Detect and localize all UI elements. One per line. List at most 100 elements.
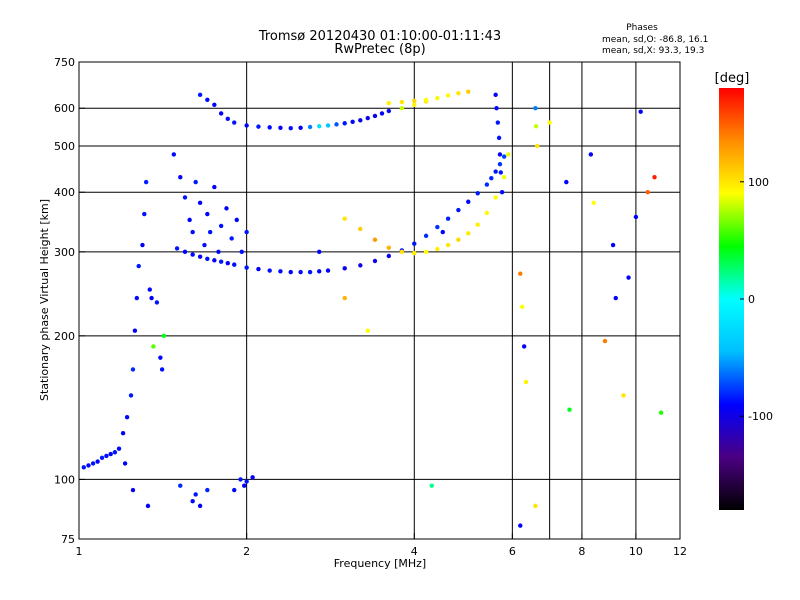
- data-point: [342, 216, 347, 221]
- x-axis-ticks: 1 2 4 6 8 10 12: [76, 533, 687, 558]
- data-point: [278, 269, 283, 274]
- data-point: [205, 256, 210, 262]
- y-tick-label: 750: [54, 56, 75, 69]
- data-point: [533, 124, 539, 129]
- data-point: [489, 176, 494, 181]
- colorbar-tick-label: 100: [748, 176, 769, 189]
- x-tick-label: 8: [578, 545, 585, 558]
- data-point: [128, 393, 134, 398]
- data-point: [225, 260, 230, 266]
- data-point: [523, 379, 529, 385]
- data-point: [493, 92, 498, 98]
- data-point: [116, 446, 122, 451]
- data-point: [567, 407, 572, 412]
- data-point: [317, 124, 322, 129]
- y-tick-label: 200: [54, 330, 75, 343]
- x-tick-label: 12: [673, 545, 687, 558]
- data-point: [350, 119, 355, 124]
- data-point: [238, 477, 243, 482]
- data-point: [134, 295, 140, 301]
- y-tick-label: 600: [54, 102, 75, 115]
- data-point: [386, 108, 392, 114]
- data-point: [81, 465, 86, 470]
- data-point: [342, 266, 347, 271]
- data-point: [445, 242, 451, 248]
- data-point: [120, 430, 126, 436]
- data-point: [372, 237, 378, 242]
- data-point: [435, 246, 440, 252]
- y-tick-label: 500: [54, 140, 75, 153]
- data-point: [205, 487, 210, 493]
- data-point: [182, 195, 188, 200]
- data-point: [342, 121, 347, 126]
- data-point: [122, 461, 128, 466]
- data-point: [498, 170, 503, 175]
- data-point: [591, 200, 596, 206]
- data-point: [412, 241, 417, 246]
- data-point: [197, 503, 203, 509]
- data-point: [288, 125, 293, 131]
- data-point: [493, 169, 498, 174]
- y-tick-label: 75: [61, 533, 75, 546]
- data-points: [81, 89, 664, 528]
- data-point: [104, 453, 109, 459]
- data-point: [182, 249, 188, 255]
- data-point: [626, 275, 631, 280]
- data-point: [216, 249, 221, 255]
- data-point: [178, 175, 183, 180]
- data-point: [399, 249, 405, 255]
- data-point: [197, 92, 203, 98]
- data-point: [229, 236, 234, 241]
- data-point: [267, 268, 272, 273]
- data-point: [95, 459, 100, 464]
- data-point: [399, 99, 405, 105]
- y-axis-ticks: 75 100 200 300 400 500 600 750: [54, 56, 85, 546]
- data-point: [372, 113, 378, 119]
- data-point: [484, 182, 490, 187]
- data-point: [112, 450, 118, 455]
- data-point: [466, 231, 471, 236]
- data-point: [412, 251, 417, 256]
- data-point: [423, 249, 429, 255]
- data-point: [140, 242, 145, 248]
- data-point: [298, 269, 303, 275]
- data-point: [494, 106, 499, 111]
- x-axis-label: Frequency [MHz]: [334, 557, 426, 570]
- data-point: [501, 154, 507, 159]
- data-point: [564, 179, 569, 185]
- data-point: [484, 210, 490, 216]
- phase-stats-x: mean, sd,X: 93.3, 19.3: [602, 46, 704, 56]
- colorbar: [719, 88, 744, 510]
- y-tick-label: 400: [54, 186, 75, 199]
- data-point: [232, 120, 237, 125]
- data-point: [190, 229, 195, 235]
- data-point: [99, 455, 105, 460]
- x-tick-label: 1: [76, 545, 83, 558]
- data-point: [399, 106, 405, 111]
- data-point: [218, 223, 224, 229]
- data-point: [307, 124, 313, 130]
- data-point: [193, 492, 198, 497]
- data-point: [475, 222, 480, 227]
- data-point: [386, 253, 392, 259]
- data-point: [495, 120, 501, 125]
- data-point: [365, 328, 370, 333]
- data-point: [456, 207, 461, 213]
- data-point: [145, 503, 151, 509]
- data-point: [521, 344, 527, 349]
- data-point: [190, 499, 195, 504]
- data-point: [358, 118, 363, 123]
- data-point: [205, 211, 210, 217]
- data-point: [288, 269, 293, 275]
- data-point: [267, 125, 272, 130]
- data-point: [207, 229, 213, 235]
- data-point: [412, 98, 417, 103]
- data-point: [197, 254, 203, 259]
- data-point: [298, 125, 303, 130]
- data-point: [533, 106, 538, 111]
- data-point: [386, 100, 392, 106]
- colorbar-ticks: 100 0 -100: [740, 176, 773, 423]
- x-tick-label: 4: [411, 545, 418, 558]
- data-point: [497, 161, 503, 167]
